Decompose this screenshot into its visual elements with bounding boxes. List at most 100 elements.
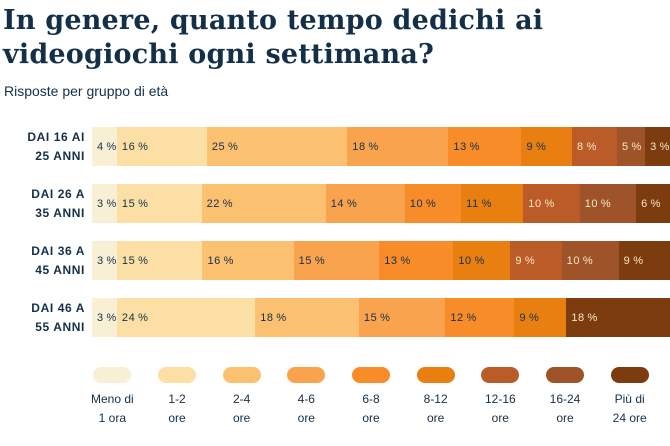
bar-segment: 3 % <box>645 127 670 166</box>
legend-swatch <box>157 367 196 383</box>
stacked-bar-chart: DAI 16 AI 25 ANNI 4 % 16 % 25 % 18 % 13 % 9 % 8 … <box>0 127 670 337</box>
segment-label: 10 % <box>458 254 485 267</box>
bar-row: DAI 46 A 55 ANNI 3 % 24 % 18 % 15 % 12 % 9 % 18 … <box>0 298 670 337</box>
bar-segment: 11 % <box>461 184 524 223</box>
segment-label: 18 % <box>571 311 598 324</box>
bar-segment: 4 % <box>92 127 117 166</box>
legend-item: 16-24 ore <box>533 367 598 428</box>
segment-label: 3 % <box>650 140 670 153</box>
legend-label: 1-2 ore <box>168 392 186 425</box>
bar-segment: 15 % <box>116 184 202 223</box>
segment-label: 9 % <box>519 311 540 324</box>
row-label: DAI 46 A 55 ANNI <box>31 300 85 334</box>
bar-segment: 15 % <box>358 298 446 337</box>
segment-label: 10 % <box>409 197 437 210</box>
legend-swatch <box>222 367 261 383</box>
segment-label: 13 % <box>384 254 411 267</box>
bar: 3 % 15 % 22 % 14 % 10 % 11 % 10 % 10 % 6 % <box>92 184 670 223</box>
bar-segment: 3 % <box>92 184 117 223</box>
segment-label: 15 % <box>121 197 149 210</box>
segment-label: 12 % <box>450 311 477 324</box>
legend-label: 12-16 ore <box>484 392 516 425</box>
bar-segment: 5 % <box>617 127 646 166</box>
bar-segment: 15 % <box>116 241 203 280</box>
legend-swatch <box>481 367 520 383</box>
bar-segment: 13 % <box>379 241 454 280</box>
bar-segment: 9 % <box>510 241 562 280</box>
legend-label: 4-6 ore <box>297 392 315 425</box>
bar-segment: 3 % <box>92 241 117 280</box>
bar-segment: 16 % <box>116 127 207 166</box>
bar-segment: 6 % <box>636 184 670 223</box>
bar-segment: 15 % <box>293 241 380 280</box>
legend-label: 2-4 ore <box>232 392 251 425</box>
bar-segment: 24 % <box>116 298 256 337</box>
page-title: In genere, quanto tempo dedichi ai video… <box>0 0 670 72</box>
segment-label: 10 % <box>566 254 594 267</box>
legend-swatch <box>287 367 326 383</box>
bar-segment: 10 % <box>561 241 619 280</box>
segment-label: 4 % <box>97 140 117 153</box>
segment-label: 11 % <box>466 197 492 210</box>
legend-swatch <box>351 367 390 383</box>
legend-item: Più di 24 ore <box>597 367 662 428</box>
segment-label: 14 % <box>330 197 358 210</box>
row-label: DAI 36 A 45 ANNI <box>31 243 85 277</box>
legend-label: 6-8 ore <box>362 392 380 425</box>
segment-label: 3 % <box>97 254 117 267</box>
bar-row: DAI 26 A 35 ANNI 3 % 15 % 22 % 14 % 10 % 11 % 10… <box>0 184 670 223</box>
legend-swatch <box>416 367 455 383</box>
bar-segment: 18 % <box>255 298 359 337</box>
segment-label: 8 % <box>577 140 597 153</box>
segment-label: 10 % <box>584 197 612 210</box>
bar-segment: 3 % <box>92 298 117 337</box>
bar-segment: 9 % <box>521 127 573 166</box>
bar-segment: 22 % <box>201 184 326 223</box>
segment-label: 13 % <box>453 140 481 153</box>
bar-segment: 10 % <box>404 184 462 223</box>
bar-segment: 9 % <box>618 241 670 280</box>
legend-item: 6-8 ore <box>339 367 404 428</box>
bar-segment: 18 % <box>347 127 449 166</box>
legend-swatch <box>545 367 584 383</box>
segment-label: 9 % <box>623 254 644 267</box>
bar-segment: 10 % <box>579 184 637 223</box>
legend-item: 4-6 ore <box>274 367 339 428</box>
legend-item: 1-2 ore <box>145 367 210 428</box>
bar-segment: 9 % <box>514 298 567 337</box>
segment-label: 3 % <box>97 311 117 324</box>
bar: 3 % 15 % 16 % 15 % 13 % 10 % 9 % 10 % 9 % <box>92 241 670 280</box>
bar-segment: 18 % <box>566 298 670 337</box>
segment-label: 15 % <box>298 254 326 267</box>
legend-label: 8-12 ore <box>423 392 448 425</box>
segment-label: 18 % <box>352 140 379 153</box>
legend-label: Meno di 1 ora <box>90 392 134 425</box>
page-title-line2: videogiochi ogni settimana? <box>3 39 435 70</box>
bar-segment: 10 % <box>453 241 511 280</box>
bar-segment: 14 % <box>325 184 405 223</box>
segment-label: 5 % <box>622 140 642 153</box>
legend-label: Più di 24 ore <box>612 392 647 425</box>
page-subtitle: Risposte per gruppo di età <box>4 83 169 99</box>
segment-label: 10 % <box>528 197 555 210</box>
segment-label: 9 % <box>526 140 547 153</box>
page-title-line1: In genere, quanto tempo dedichi ai <box>3 5 544 36</box>
legend-item: 12-16 ore <box>468 367 533 428</box>
segment-label: 15 % <box>363 311 391 324</box>
bar-row: DAI 16 AI 25 ANNI 4 % 16 % 25 % 18 % 13 % 9 % 8 … <box>0 127 670 166</box>
segment-label: 22 % <box>206 197 234 210</box>
bar: 4 % 16 % 25 % 18 % 13 % 9 % 8 % 5 % 3 % <box>92 127 670 166</box>
bar-segment: 25 % <box>206 127 348 166</box>
legend-swatch <box>610 367 649 383</box>
legend: Meno di 1 ora 1-2 ore 2-4 ore 4-6 ore 6-8 ore 8-12… <box>80 367 662 428</box>
segment-label: 6 % <box>641 197 662 210</box>
bar-segment: 10 % <box>523 184 580 223</box>
segment-label: 24 % <box>121 311 149 324</box>
bar-segment: 16 % <box>202 241 294 280</box>
segment-label: 16 % <box>207 254 235 267</box>
legend-item: Meno di 1 ora <box>80 367 145 428</box>
bar-segment: 13 % <box>448 127 522 166</box>
row-label: DAI 16 AI 25 ANNI <box>27 129 85 163</box>
legend-label: 16-24 ore <box>549 392 581 425</box>
